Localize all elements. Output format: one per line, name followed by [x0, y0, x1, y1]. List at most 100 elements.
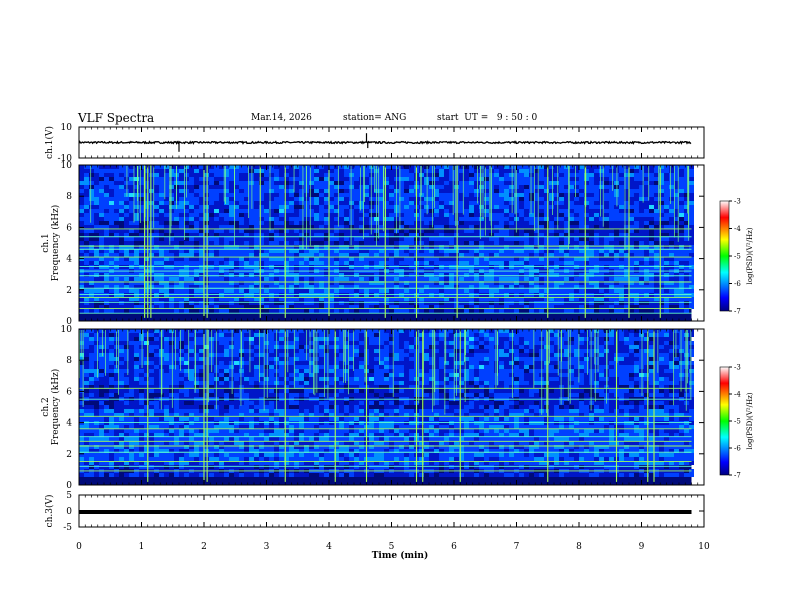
spectrogram-cell: [574, 189, 579, 193]
spectrogram-cell: [154, 309, 159, 313]
spectrogram-cell: [369, 273, 374, 277]
spectrogram-cell: [279, 289, 284, 293]
spectrogram-cell: [84, 229, 89, 233]
spectrogram-cell: [179, 205, 184, 209]
spectrogram-cell: [359, 189, 364, 193]
spectrogram-cell: [674, 261, 679, 265]
spectrogram-cell: [454, 181, 459, 185]
spectrogram-cell: [289, 277, 294, 281]
spectrogram-cell: [334, 309, 339, 313]
spectrogram-cell: [369, 249, 374, 253]
spectrogram-cell: [89, 425, 94, 429]
spectrogram-cell: [409, 217, 414, 221]
spectrogram-cell: [469, 237, 474, 241]
spectrogram-cell: [589, 185, 594, 189]
spectrogram-cell: [664, 245, 669, 249]
spectrogram-cell: [584, 273, 589, 277]
spectrogram-cell: [109, 209, 114, 213]
spectrogram-cell: [424, 193, 429, 197]
spectrogram-cell: [499, 213, 504, 217]
ch1-ytick-label: 10: [61, 123, 73, 133]
spectrogram-cell: [509, 201, 514, 205]
spectrogram-cell: [489, 305, 494, 309]
spectrogram-cell: [389, 185, 394, 189]
spectrogram-cell: [199, 173, 204, 177]
spectrogram-cell: [244, 237, 249, 241]
spectrogram-cell: [314, 257, 319, 261]
spectrogram-cell: [299, 281, 304, 285]
spectrogram-cell: [84, 445, 89, 449]
spectrogram-cell: [484, 169, 489, 173]
spectrogram-cell: [634, 265, 639, 269]
spectrogram-cell: [194, 197, 199, 201]
spectrogram-cell: [344, 181, 349, 185]
spectrogram-cell: [264, 221, 269, 225]
spectrogram-cell: [424, 185, 429, 189]
spectrogram-cell: [229, 293, 234, 297]
spectrogram-cell: [609, 305, 614, 309]
spectrogram-cell: [529, 261, 534, 265]
spectrogram-cell: [639, 193, 644, 197]
spectrogram-cell: [669, 205, 674, 209]
spectrogram-cell: [349, 285, 354, 289]
spectrogram-cell: [299, 165, 304, 169]
spectrogram-cell: [649, 289, 654, 293]
spectrogram-cell: [399, 245, 404, 249]
spectrogram-cell: [424, 225, 429, 229]
spectrogram-cell: [239, 305, 244, 309]
spectrogram-cell: [379, 205, 384, 209]
ch1-voltage-trace: [78, 140, 692, 145]
spectrogram-cell: [669, 253, 674, 257]
spectrogram-cell: [279, 173, 284, 177]
spectrogram-cell: [104, 289, 109, 293]
spectrogram-cell: [174, 261, 179, 265]
spectrogram-cell: [239, 249, 244, 253]
spectrogram-cell: [184, 241, 189, 245]
spectrogram-cell: [164, 305, 169, 309]
spectrogram-cell: [429, 173, 434, 177]
spectrogram-cell: [319, 293, 324, 297]
spectrogram-cell: [384, 241, 389, 245]
spectrogram-cell: [269, 173, 274, 177]
spectrogram-cell: [264, 257, 269, 261]
spectrogram-cell: [79, 213, 84, 217]
spectrogram-cell: [479, 197, 484, 201]
spectrogram-cell: [359, 277, 364, 281]
spectrogram-cell: [294, 185, 299, 189]
spectrogram-cell: [639, 253, 644, 257]
spectrogram-cell: [454, 209, 459, 213]
spectrogram-cell: [544, 177, 549, 181]
spectrogram-cell: [229, 185, 234, 189]
spectrogram-cell: [469, 229, 474, 233]
spectrogram-cell: [689, 201, 694, 205]
spectrogram-cell: [594, 189, 599, 193]
spectrogram-cell: [684, 273, 689, 277]
spectrogram-cell: [89, 441, 94, 445]
spectrogram-cell: [679, 273, 684, 277]
spectrogram-cell: [664, 289, 669, 293]
spectrogram-cell: [324, 253, 329, 257]
spectrogram-cell: [379, 257, 384, 261]
spectrogram-cell: [604, 165, 609, 169]
spectrogram-cell: [99, 257, 104, 261]
spectrogram-cell: [644, 293, 649, 297]
spectrogram-cell: [339, 277, 344, 281]
spectrogram-cell: [254, 221, 259, 225]
spectrogram-cell: [79, 381, 84, 385]
spectrogram-cell: [134, 197, 139, 201]
spectrogram-cell: [89, 445, 94, 449]
spectrogram-cell: [389, 169, 394, 173]
spectrogram-cell: [214, 309, 219, 313]
spectrogram-cell: [309, 217, 314, 221]
spectrogram-cell: [614, 301, 619, 305]
spectrogram-cell: [514, 301, 519, 305]
spectrogram-cell: [464, 301, 469, 305]
spectrogram-cell: [194, 249, 199, 253]
spectrogram-cell: [404, 245, 409, 249]
spectrogram-cell: [684, 261, 689, 265]
spectrogram-cell: [639, 221, 644, 225]
spectrogram-cell: [464, 277, 469, 281]
spectrogram-cell: [279, 225, 284, 229]
spectrogram-cell: [674, 213, 679, 217]
spectrogram-cell: [399, 261, 404, 265]
